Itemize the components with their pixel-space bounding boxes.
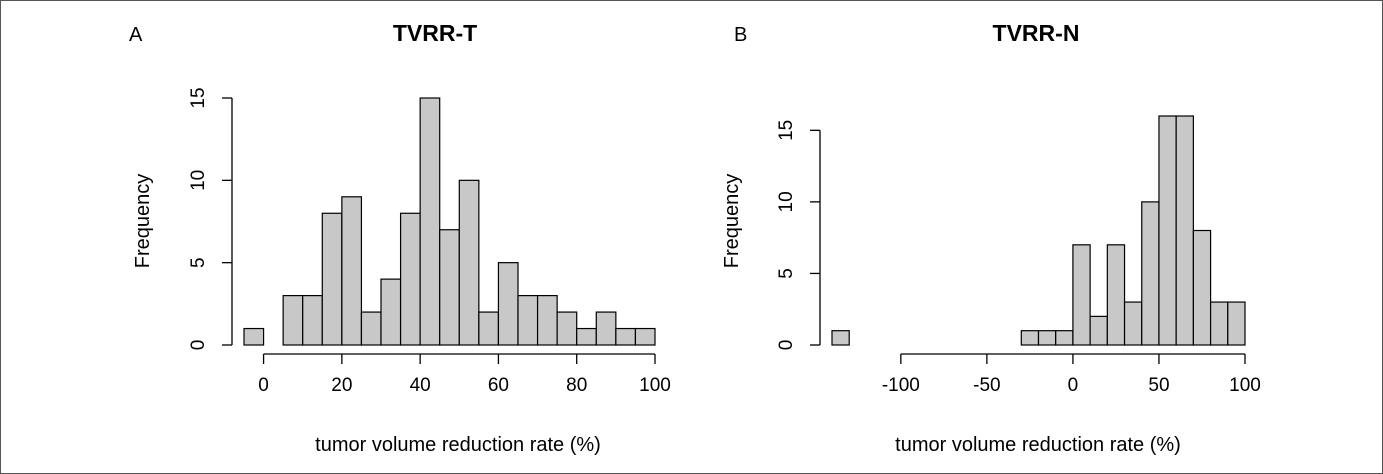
histogram-bar xyxy=(595,311,617,346)
histogram-bar xyxy=(831,330,850,346)
panel-label-a: A xyxy=(129,24,143,46)
histogram-bar xyxy=(1158,115,1177,346)
panel-label-b: B xyxy=(734,24,747,46)
x-tick-label: 50 xyxy=(1148,375,1169,396)
y-axis-b: 0 5 10 15 xyxy=(776,120,821,351)
x-tick-label: 0 xyxy=(258,375,269,396)
histogram-panel-b: B TVRR-N tumor volume reduction rate (%)… xyxy=(721,20,1261,456)
histogram-bar xyxy=(478,311,500,346)
x-tick-label: -50 xyxy=(973,375,1000,396)
bars-a xyxy=(243,97,656,346)
x-tick-label: 40 xyxy=(410,375,431,396)
x-axis-a: 0 20 40 60 80 100 xyxy=(258,353,671,396)
histogram-bar xyxy=(458,179,480,346)
histogram-bar xyxy=(439,229,460,346)
histogram-bar xyxy=(536,295,558,346)
histogram-bar xyxy=(556,311,578,346)
histogram-bar xyxy=(1123,301,1143,346)
x-tick-label: 100 xyxy=(1229,375,1261,396)
histogram-bar xyxy=(576,327,597,346)
y-tick-label: 10 xyxy=(188,170,209,191)
histogram-bar xyxy=(360,311,382,346)
histogram-bar xyxy=(517,295,539,346)
chart-title-b: TVRR-N xyxy=(993,20,1080,46)
histogram-bar xyxy=(1175,115,1194,346)
histogram-bar xyxy=(1037,330,1057,346)
y-tick-label: 0 xyxy=(188,340,209,351)
x-tick-label: 0 xyxy=(1068,375,1079,396)
y-tick-label: 15 xyxy=(776,120,797,141)
histogram-bar xyxy=(1209,301,1229,346)
histogram-bar xyxy=(419,97,441,346)
y-tick-label: 0 xyxy=(776,340,797,351)
histogram-panel-a: A TVRR-T tumor volume reduction rate (%)… xyxy=(129,20,671,456)
histogram-bar xyxy=(1106,244,1126,346)
chart-title-a: TVRR-T xyxy=(393,20,477,46)
x-axis-b: -100 -50 0 50 100 xyxy=(882,353,1261,396)
histogram-bar xyxy=(302,295,323,346)
x-axis-label-a: tumor volume reduction rate (%) xyxy=(315,434,601,456)
histogram-bar xyxy=(497,262,519,346)
y-axis-label-a: Frequency xyxy=(132,174,154,269)
histogram-bar xyxy=(1227,301,1246,346)
y-tick-label: 5 xyxy=(776,268,797,279)
histogram-bar xyxy=(380,278,402,346)
y-tick-label: 5 xyxy=(188,257,209,268)
histogram-bar xyxy=(1072,244,1091,346)
histogram-bar xyxy=(634,327,656,346)
y-axis-label-b: Frequency xyxy=(721,174,743,269)
histogram-bar xyxy=(282,295,304,346)
histogram-bar xyxy=(1141,201,1160,346)
histogram-bar xyxy=(1192,229,1212,346)
histogram-bar xyxy=(341,196,363,346)
bars-b xyxy=(831,115,1246,346)
histogram-bar xyxy=(615,327,637,346)
histogram-bar xyxy=(1055,330,1074,346)
y-tick-label: 15 xyxy=(188,87,209,108)
histogram-bar xyxy=(243,327,265,346)
histogram-bar xyxy=(321,212,343,346)
x-tick-label: -100 xyxy=(882,375,920,396)
histogram-bar xyxy=(1020,330,1040,346)
y-tick-label: 10 xyxy=(776,191,797,212)
x-tick-label: 80 xyxy=(566,375,587,396)
x-tick-label: 20 xyxy=(331,375,352,396)
x-tick-label: 100 xyxy=(639,375,671,396)
histogram-bar xyxy=(399,212,421,346)
y-axis-a: 0 5 10 15 xyxy=(188,87,233,351)
histogram-bar xyxy=(1089,315,1108,346)
x-axis-label-b: tumor volume reduction rate (%) xyxy=(895,434,1181,456)
x-tick-label: 60 xyxy=(488,375,509,396)
